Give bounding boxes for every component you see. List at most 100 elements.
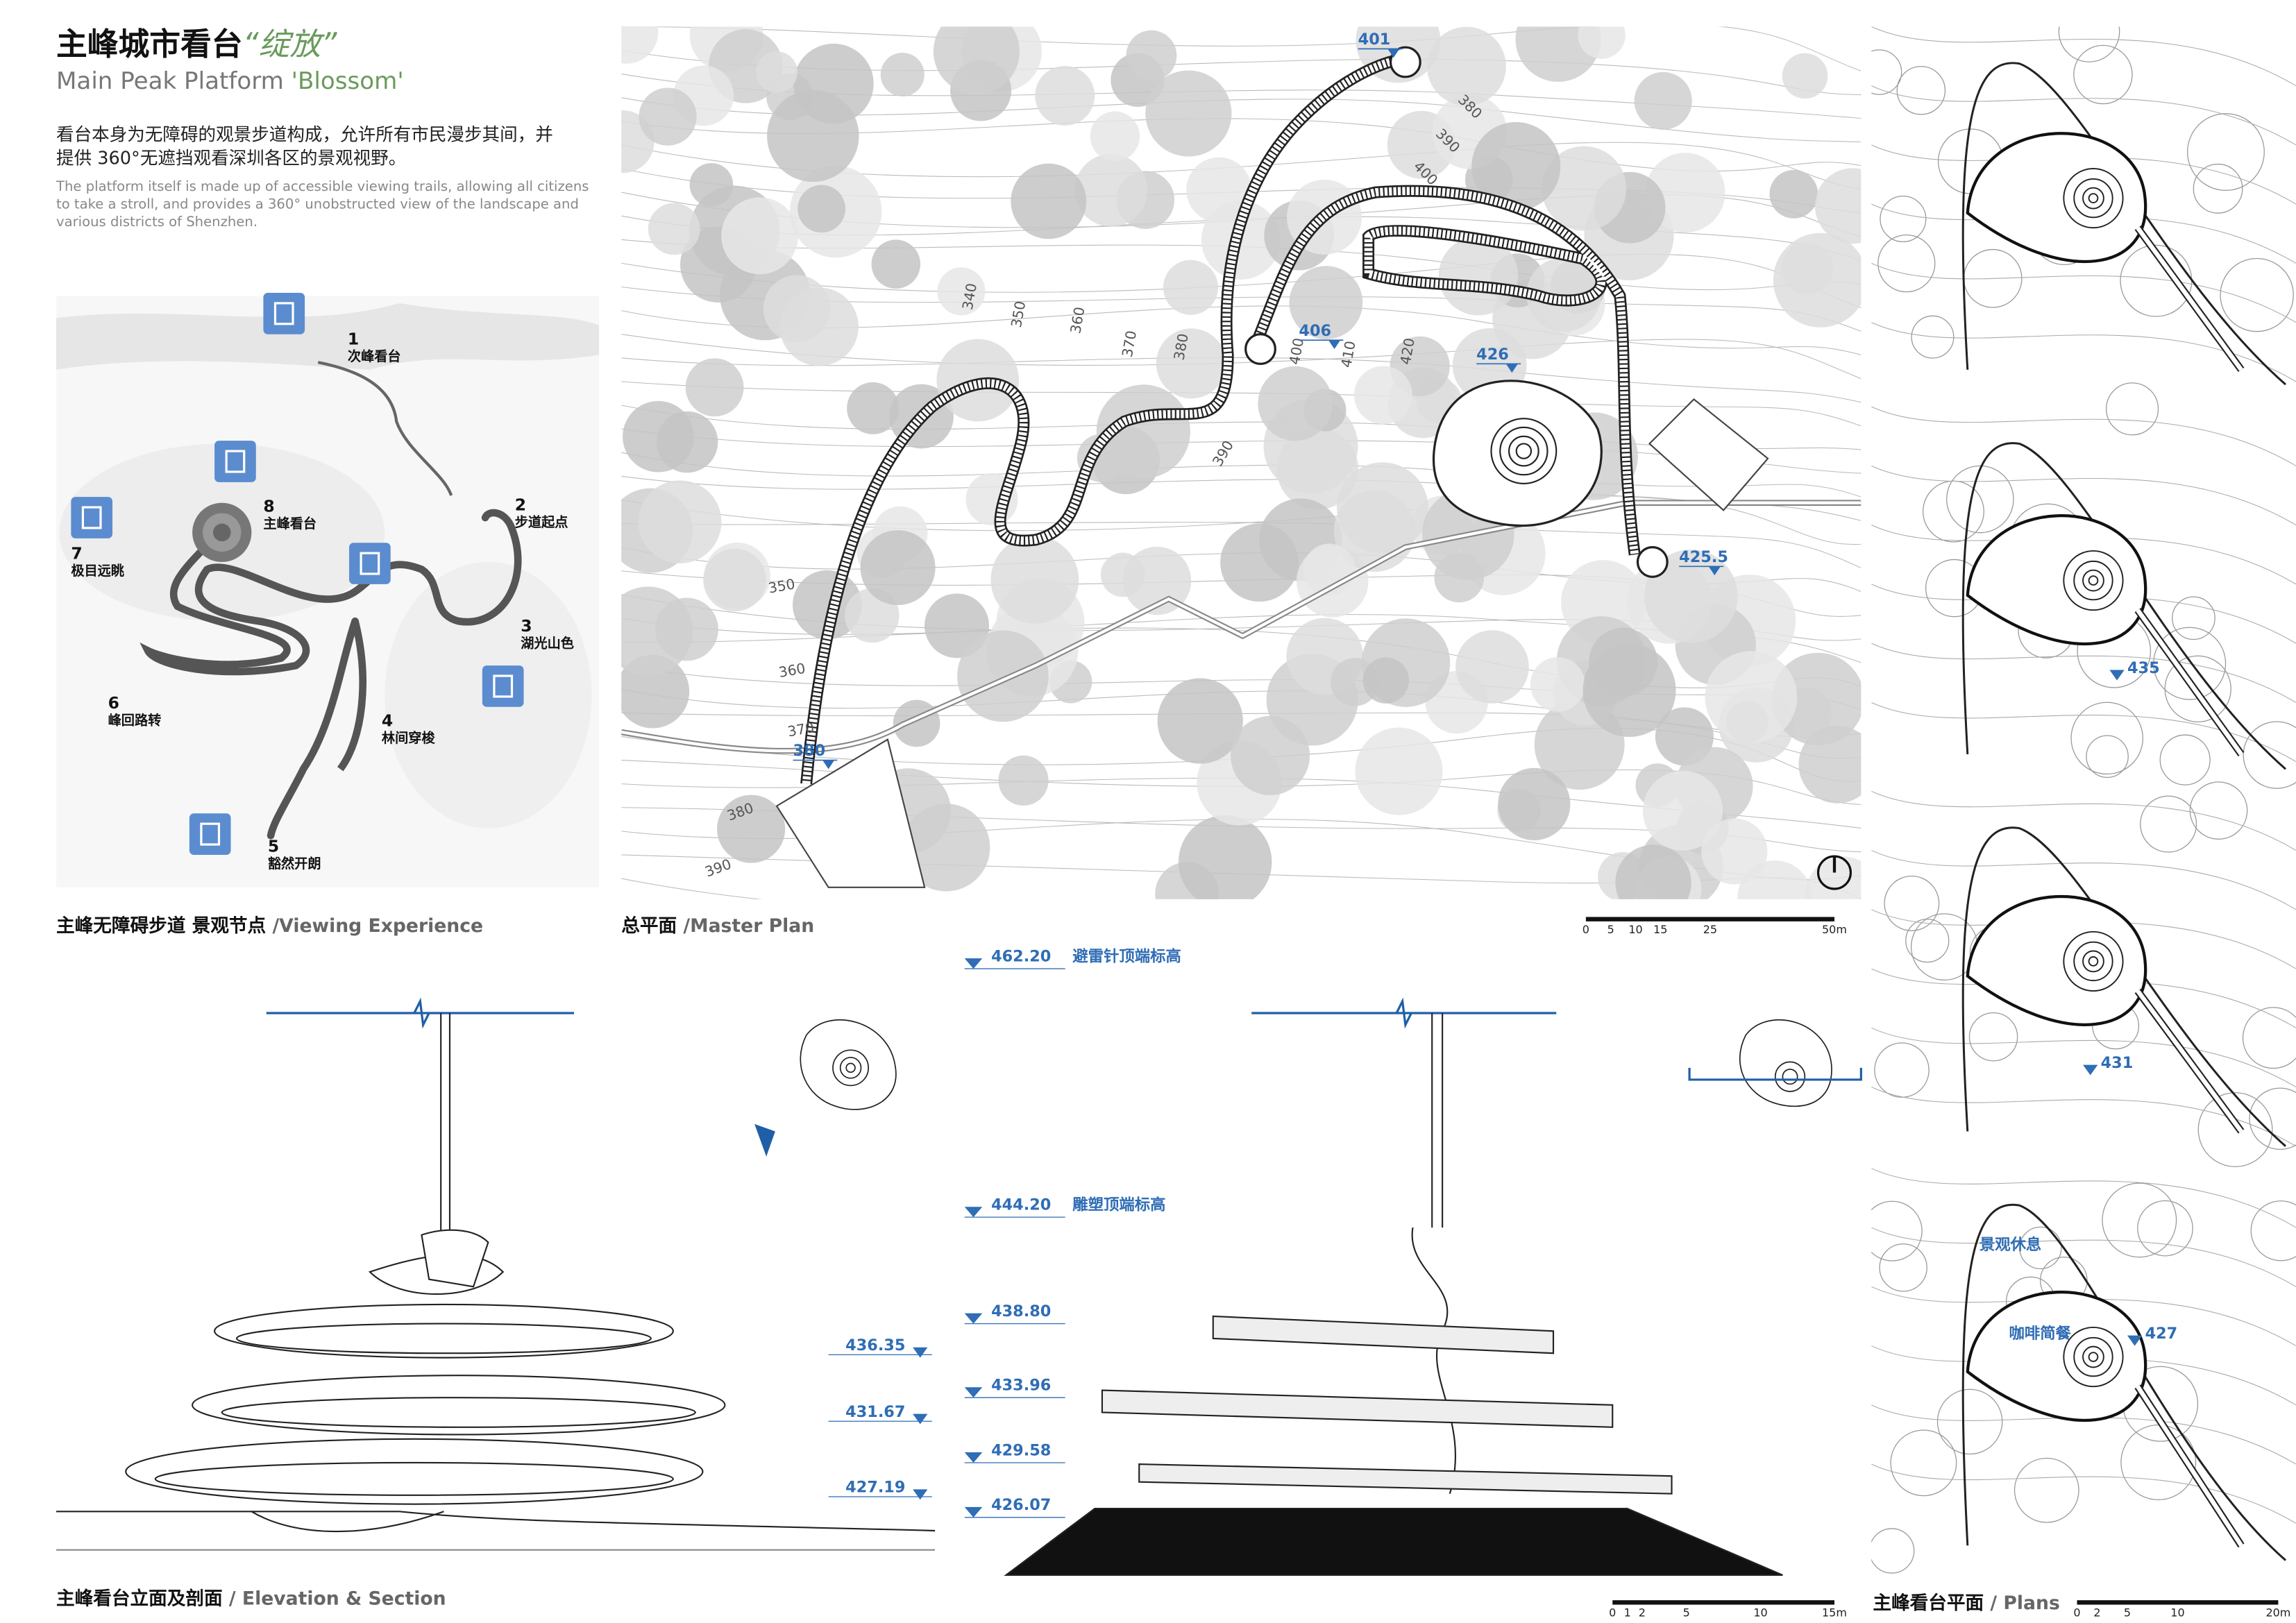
node-icon-glyph (273, 302, 294, 325)
tree (1905, 918, 1950, 963)
tree (655, 597, 718, 661)
elevation-mark: 401 (1358, 31, 1391, 49)
tree (621, 26, 659, 64)
tree (871, 239, 921, 289)
site-outline (1961, 1203, 2287, 1561)
site-outline (1961, 62, 2287, 386)
level-triangle (913, 1489, 928, 1500)
tree (1353, 366, 1412, 425)
tree (1471, 121, 1561, 211)
scale-label: 0 (1582, 923, 1589, 936)
tree (756, 51, 798, 93)
tree (779, 287, 859, 366)
node-label: 次峰看台 (348, 348, 401, 364)
level-triangle (964, 1452, 983, 1463)
node-icon-glyph (81, 506, 102, 529)
plan-mark: 427 (2145, 1325, 2178, 1343)
desc-en: The platform itself is made up of access… (56, 178, 589, 194)
platform (1966, 1291, 2147, 1422)
ramp-inner (2136, 1385, 2243, 1547)
tree (1874, 1042, 1930, 1098)
tree (638, 480, 722, 563)
tree (1896, 66, 1946, 115)
tree (2172, 596, 2215, 640)
spiral (2063, 931, 2124, 992)
contour-line (1871, 26, 2296, 87)
desc-cn: 看台本身为无障碍的观景步道构成，允许所有市民漫步其间，并 (56, 124, 553, 145)
tree (998, 755, 1049, 806)
tree (2137, 1200, 2193, 1257)
scale-label: 20m (2265, 1606, 2290, 1620)
tree (1771, 652, 1862, 746)
tree (1090, 111, 1140, 162)
node-icon-glyph (493, 674, 514, 698)
plan-label: 景观休息 (1980, 1235, 2041, 1254)
spiral (2063, 1326, 2124, 1388)
contour-line (1871, 850, 2296, 910)
tree (2250, 1200, 2296, 1261)
tree (1911, 315, 1955, 359)
contour-line (1871, 406, 2296, 466)
trail-inner (802, 55, 1639, 785)
tree (639, 87, 697, 146)
node-label: 极目远眺 (71, 563, 124, 579)
tree (1922, 480, 1984, 543)
mark-triangle (1328, 340, 1341, 350)
plans-caption: 主峰看台平面 / Plans (1873, 1592, 2059, 1614)
tree (2102, 1182, 2177, 1258)
spiral (2082, 569, 2104, 592)
mark-triangle (2083, 1064, 2098, 1076)
spiral (1508, 435, 1539, 467)
tree (1871, 49, 1902, 95)
tree (1946, 465, 2014, 534)
level-triangle (964, 958, 983, 969)
tree (1355, 727, 1443, 815)
tree (1231, 715, 1310, 795)
level-triangle (964, 1387, 983, 1398)
node-label: 主峰看台 (263, 516, 316, 532)
contour-line (621, 357, 1862, 403)
tree (1096, 384, 1190, 479)
contour-line (621, 949, 1861, 994)
tree (1530, 656, 1585, 712)
mark-triangle (1708, 566, 1721, 576)
elevation-caption: 主峰看台立面及剖面 / Elevation & Section (56, 1588, 446, 1610)
tree (2197, 1092, 2273, 1167)
tree (990, 536, 1079, 624)
plan-mark: 431 (2101, 1054, 2134, 1072)
plan-mark: 435 (2127, 659, 2160, 677)
desc-cn: 提供 360°无遮挡观看深圳各区的景观视野。 (56, 148, 406, 169)
tree (1582, 643, 1676, 738)
tree (793, 43, 874, 124)
caption-en: / Elevation & Section (229, 1588, 446, 1610)
node-icon (189, 813, 231, 855)
viewing-map (56, 296, 600, 887)
tree (1701, 818, 1768, 885)
tree (2242, 1007, 2296, 1069)
mark-triangle (1505, 364, 1518, 373)
tree (2187, 113, 2265, 192)
tree (703, 548, 766, 612)
level-label: 462.20 (991, 947, 1051, 965)
spiral (1490, 418, 1558, 485)
scale-bar (2077, 1600, 2279, 1605)
tree (2153, 627, 2227, 700)
viewing-caption: 主峰无障碍步道 景观节点 /Viewing Experience (56, 915, 483, 937)
node-label: 林间穿梭 (382, 730, 436, 746)
tree (1455, 630, 1529, 704)
tree (648, 203, 700, 255)
platform (1432, 380, 1603, 527)
scale-label: 15 (1653, 923, 1667, 936)
node-icon-glyph (360, 552, 380, 575)
contour-line (1871, 262, 2296, 323)
spiral (2082, 950, 2104, 973)
node-icon (482, 665, 524, 707)
node-number: 4 (382, 711, 393, 731)
tree (1737, 860, 1812, 899)
tree (1434, 552, 1485, 603)
elevation-drawing (56, 997, 936, 1551)
spiral (2088, 1352, 2099, 1362)
